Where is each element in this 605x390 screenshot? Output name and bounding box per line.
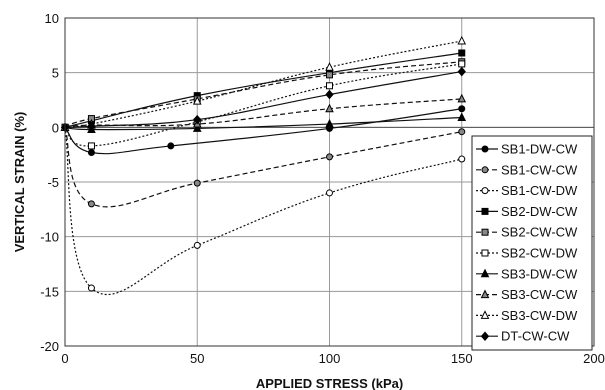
- legend-box: [471, 135, 593, 351]
- legend-marker-sb3-dw-cw: [480, 268, 490, 278]
- series-line-sb2-cw-cw: [64, 61, 462, 128]
- legend-marker-sb2-dw-cw: [481, 207, 489, 215]
- x-tick-label: 200: [583, 351, 605, 366]
- data-point-sb3-cw-cw: [457, 93, 467, 103]
- legend-marker-sb2-cw-cw: [481, 228, 489, 236]
- data-point-dt-cw-cw: [87, 121, 96, 131]
- data-point-sb2-dw-cw: [458, 49, 466, 57]
- legend-item-sb1-dw-cw: SB1-DW-CW: [476, 142, 578, 157]
- series-line-sb1-cw-cw: [64, 127, 462, 208]
- legend-label-sb1-cw-dw: SB1-CW-DW: [501, 183, 578, 198]
- series-line-sb3-cw-dw: [64, 40, 462, 129]
- legend-item-sb2-dw-cw: SB2-DW-CW: [476, 204, 578, 219]
- data-point-sb3-cw-dw: [457, 35, 467, 45]
- y-axis-title: VERTICAL STRAIN (%): [12, 112, 27, 253]
- legend-label-sb3-cw-dw: SB3-CW-DW: [501, 308, 578, 323]
- x-tick-label: 150: [451, 351, 473, 366]
- legend-label-sb3-cw-cw: SB3-CW-CW: [501, 287, 578, 302]
- plot-frame: [64, 17, 595, 347]
- data-point-sb2-cw-dw: [326, 82, 333, 90]
- legend-label-sb2-cw-cw: SB2-CW-CW: [501, 225, 578, 240]
- legend-item-sb1-cw-cw: SB1-CW-CW: [476, 162, 578, 177]
- data-point-sb3-dw-cw: [457, 112, 467, 121]
- data-point-sb2-cw-dw: [87, 142, 95, 150]
- legend-item-sb1-cw-dw: SB1-CW-DW: [476, 183, 578, 198]
- legend-label-sb2-cw-dw: SB2-CW-DW: [501, 246, 578, 261]
- x-tick-label: 50: [190, 351, 204, 366]
- series-line-sb2-cw-dw: [64, 63, 462, 147]
- data-point-sb1-dw-cw: [458, 105, 466, 113]
- series-line-sb3-cw-cw: [64, 98, 462, 128]
- y-tick-label: -10: [40, 230, 59, 245]
- legend-label-dt-cw-cw: DT-CW-CW: [501, 329, 570, 344]
- data-point-sb1-dw-cw: [87, 148, 95, 156]
- axes: [64, 17, 595, 347]
- legend-marker-dt-cw-cw: [480, 331, 490, 341]
- data-point-sb1-cw-dw: [193, 241, 201, 249]
- legend-marker-sb3-cw-dw: [480, 310, 490, 319]
- data-point-dt-cw-cw: [193, 114, 202, 125]
- series-lines: [60, 35, 467, 296]
- legend-label-sb1-cw-cw: SB1-CW-CW: [501, 162, 578, 177]
- y-tick-label: -15: [40, 284, 59, 299]
- data-point-sb1-cw-cw: [458, 128, 466, 136]
- data-point-dt-cw-cw: [457, 66, 466, 77]
- x-tick-label: 100: [319, 351, 341, 366]
- legend-marker-sb2-cw-dw: [481, 249, 489, 257]
- series-dt-cw-cw: [60, 66, 466, 133]
- legend-label-sb3-dw-cw: SB3-DW-CW: [501, 266, 578, 281]
- series-line-sb1-dw-cw: [64, 108, 462, 155]
- data-point-sb2-cw-dw: [458, 60, 466, 68]
- legend-item-sb3-dw-cw: SB3-DW-CW: [476, 266, 578, 281]
- y-tick-label: 5: [52, 66, 59, 81]
- legend-label-sb2-dw-cw: SB2-DW-CW: [501, 204, 578, 219]
- data-point-sb1-cw-dw: [87, 284, 95, 292]
- legend-item-sb3-cw-dw: SB3-CW-DW: [476, 308, 578, 323]
- legend-item-dt-cw-cw: DT-CW-CW: [476, 329, 570, 344]
- data-point-sb1-cw-dw: [326, 189, 333, 197]
- data-point-sb1-cw-cw: [193, 179, 201, 187]
- data-point-sb1-cw-dw: [458, 155, 466, 163]
- data-point-dt-cw-cw: [325, 89, 334, 100]
- legend-marker-sb1-cw-dw: [481, 187, 489, 195]
- data-point-sb3-cw-dw: [325, 62, 334, 71]
- legend: SB1-DW-CW SB1-CW-CW SB1-CW-DW SB2-DW-CW SB2-…: [471, 135, 593, 351]
- legend-marker-sb1-cw-cw: [481, 166, 489, 174]
- legend-item-sb2-cw-dw: SB2-CW-DW: [476, 246, 578, 261]
- legend-marker-sb3-cw-cw: [480, 289, 490, 299]
- data-point-sb3-cw-cw: [325, 103, 334, 113]
- x-axis-title: APPLIED STRESS (kPa): [256, 376, 403, 390]
- data-point-sb1-dw-cw: [167, 142, 175, 150]
- series-line-sb2-dw-cw: [64, 52, 462, 128]
- legend-item-sb3-cw-cw: SB3-CW-CW: [476, 287, 578, 302]
- y-tick-label: 0: [52, 120, 59, 135]
- series-line-dt-cw-cw: [64, 70, 462, 128]
- series-line-sb3-dw-cw: [64, 116, 462, 131]
- data-point-sb3-dw-cw: [192, 123, 202, 132]
- legend-item-sb2-cw-cw: SB2-CW-CW: [476, 225, 578, 240]
- data-point-sb3-dw-cw: [325, 118, 334, 128]
- data-point-sb3-cw-dw: [192, 95, 202, 105]
- legend-label-sb1-dw-cw: SB1-DW-CW: [501, 142, 578, 157]
- x-tick-label: 0: [61, 351, 68, 366]
- y-tick-label: -20: [40, 339, 59, 354]
- legend-marker-sb1-dw-cw: [481, 145, 489, 153]
- data-point-sb2-cw-cw: [326, 71, 333, 79]
- y-tick-label: 10: [45, 11, 59, 26]
- data-point-sb1-cw-cw: [87, 200, 95, 208]
- data-point-sb1-cw-cw: [326, 153, 333, 161]
- y-tick-label: -5: [47, 175, 59, 190]
